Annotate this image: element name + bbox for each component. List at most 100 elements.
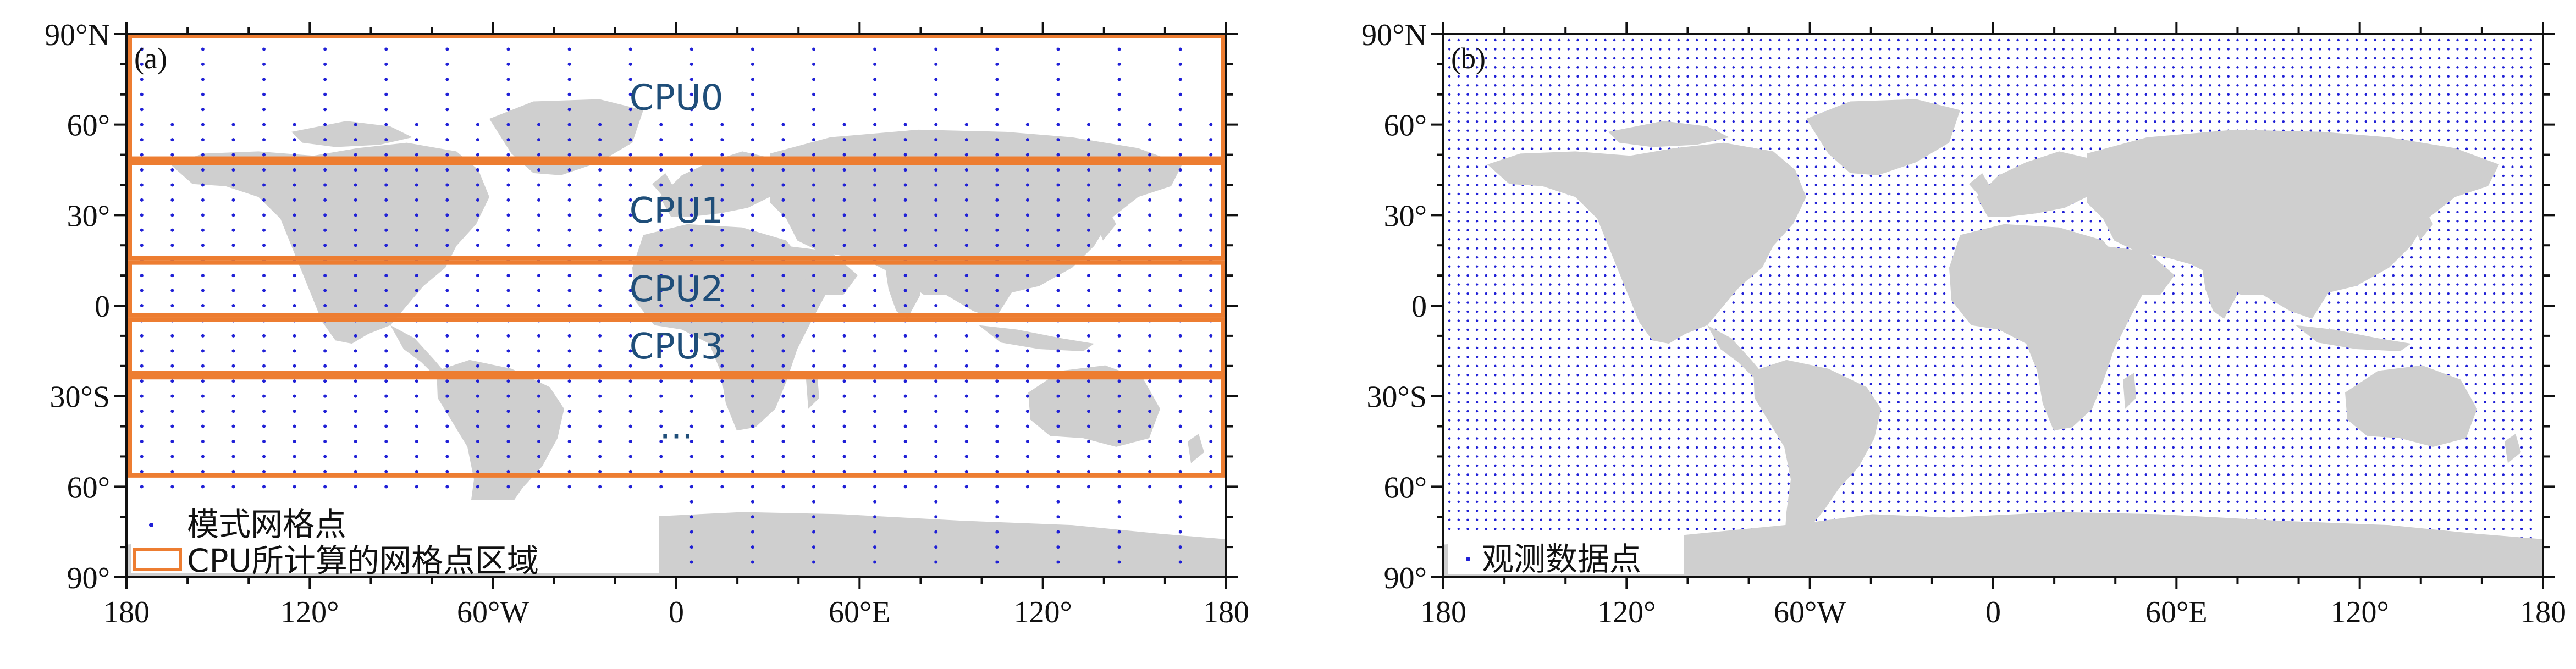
- observation-point: [1906, 292, 1909, 295]
- observation-point: [1457, 174, 1460, 178]
- model-grid-point: [140, 47, 144, 51]
- model-grid-point: [934, 515, 938, 519]
- observation-point: [2062, 220, 2065, 223]
- observation-point: [2309, 120, 2312, 123]
- observation-point: [1833, 184, 1836, 186]
- model-grid-point: [1209, 198, 1213, 202]
- observation-point: [1998, 111, 2001, 114]
- observation-point: [2044, 147, 2047, 150]
- model-grid-point: [1117, 334, 1121, 338]
- observation-point: [1998, 220, 2001, 223]
- observation-point: [1897, 274, 1900, 277]
- observation-point: [1549, 229, 1552, 231]
- observation-point: [1741, 301, 1744, 304]
- observation-point: [2044, 102, 2047, 105]
- model-grid-point: [659, 394, 663, 398]
- observation-point: [2062, 57, 2065, 60]
- observation-point: [2163, 319, 2166, 322]
- model-grid-point: [384, 213, 388, 217]
- model-grid-point: [1178, 424, 1182, 428]
- model-grid-point: [170, 455, 174, 458]
- observation-point: [2410, 247, 2413, 250]
- observation-point: [2529, 211, 2532, 214]
- observation-point: [1869, 265, 1872, 268]
- model-grid-point: [903, 485, 907, 489]
- observation-point: [2465, 138, 2468, 141]
- model-grid-point: [873, 410, 877, 413]
- observation-point: [1897, 310, 1900, 313]
- observation-point: [2419, 66, 2422, 69]
- observation-point: [1934, 75, 1937, 78]
- observation-point: [2254, 38, 2257, 42]
- observation-point: [1888, 301, 1891, 304]
- model-grid-point: [201, 289, 205, 292]
- observation-point: [1530, 265, 1534, 268]
- observation-point: [1952, 75, 1955, 78]
- observation-point: [1567, 265, 1570, 268]
- model-grid-point: [934, 289, 938, 292]
- observation-point: [1824, 202, 1827, 204]
- model-grid-point: [506, 123, 510, 126]
- observation-point: [1567, 38, 1570, 42]
- observation-point: [1897, 301, 1900, 304]
- observation-point: [1769, 310, 1772, 313]
- observation-point: [2419, 265, 2422, 268]
- observation-point: [1613, 102, 1616, 105]
- observation-point: [1943, 184, 1946, 186]
- model-grid-point: [934, 274, 938, 278]
- observation-point: [1466, 57, 1469, 60]
- observation-point: [1842, 75, 1845, 78]
- model-grid-point: [995, 92, 999, 96]
- model-grid-point: [1056, 62, 1060, 66]
- model-grid-point: [445, 62, 449, 66]
- observation-point: [1494, 174, 1497, 178]
- observation-point: [2465, 220, 2468, 223]
- model-grid-point: [1087, 440, 1090, 443]
- observation-point: [1943, 274, 1946, 277]
- observation-point: [2364, 38, 2367, 42]
- model-grid-point: [659, 289, 663, 292]
- model-grid-point: [1148, 289, 1152, 292]
- observation-point: [1695, 120, 1698, 123]
- model-grid-point: [170, 183, 174, 187]
- model-grid-point: [873, 62, 877, 66]
- model-grid-point: [751, 304, 754, 307]
- observation-point: [2163, 75, 2166, 78]
- observation-point: [1879, 184, 1882, 186]
- observation-point: [2163, 292, 2166, 295]
- observation-point: [1924, 247, 1927, 250]
- observation-point: [1741, 66, 1744, 69]
- observation-point: [2264, 48, 2266, 51]
- observation-point: [1503, 102, 1506, 105]
- model-grid-point: [476, 485, 479, 489]
- observation-point: [2099, 93, 2101, 96]
- observation-point: [1952, 184, 1955, 186]
- observation-point: [1842, 192, 1845, 196]
- observation-point: [1668, 66, 1671, 69]
- observation-point: [1869, 48, 1872, 51]
- observation-point: [1787, 310, 1790, 313]
- observation-point: [1952, 57, 1955, 60]
- observation-point: [1824, 256, 1827, 259]
- observation-point: [1494, 48, 1497, 51]
- model-grid-point: [1148, 138, 1152, 142]
- observation-point: [2209, 75, 2211, 78]
- model-grid-point: [354, 440, 357, 443]
- observation-point: [2154, 84, 2156, 87]
- observation-point: [1906, 84, 1909, 87]
- observation-point: [1924, 192, 1927, 196]
- model-grid-point: [506, 244, 510, 247]
- model-grid-point: [1087, 244, 1090, 247]
- observation-point: [2053, 138, 2056, 141]
- y-tick-label: 60°: [67, 109, 110, 143]
- observation-point: [2319, 93, 2321, 96]
- observation-point: [2089, 138, 2092, 141]
- observation-point: [1503, 138, 1506, 141]
- observation-point: [1814, 156, 1817, 159]
- model-grid-point: [1148, 183, 1152, 187]
- model-grid-point: [1117, 138, 1121, 142]
- observation-point: [2199, 283, 2202, 286]
- observation-point: [1530, 211, 1534, 214]
- observation-point: [2374, 66, 2376, 69]
- model-grid-point: [842, 424, 846, 428]
